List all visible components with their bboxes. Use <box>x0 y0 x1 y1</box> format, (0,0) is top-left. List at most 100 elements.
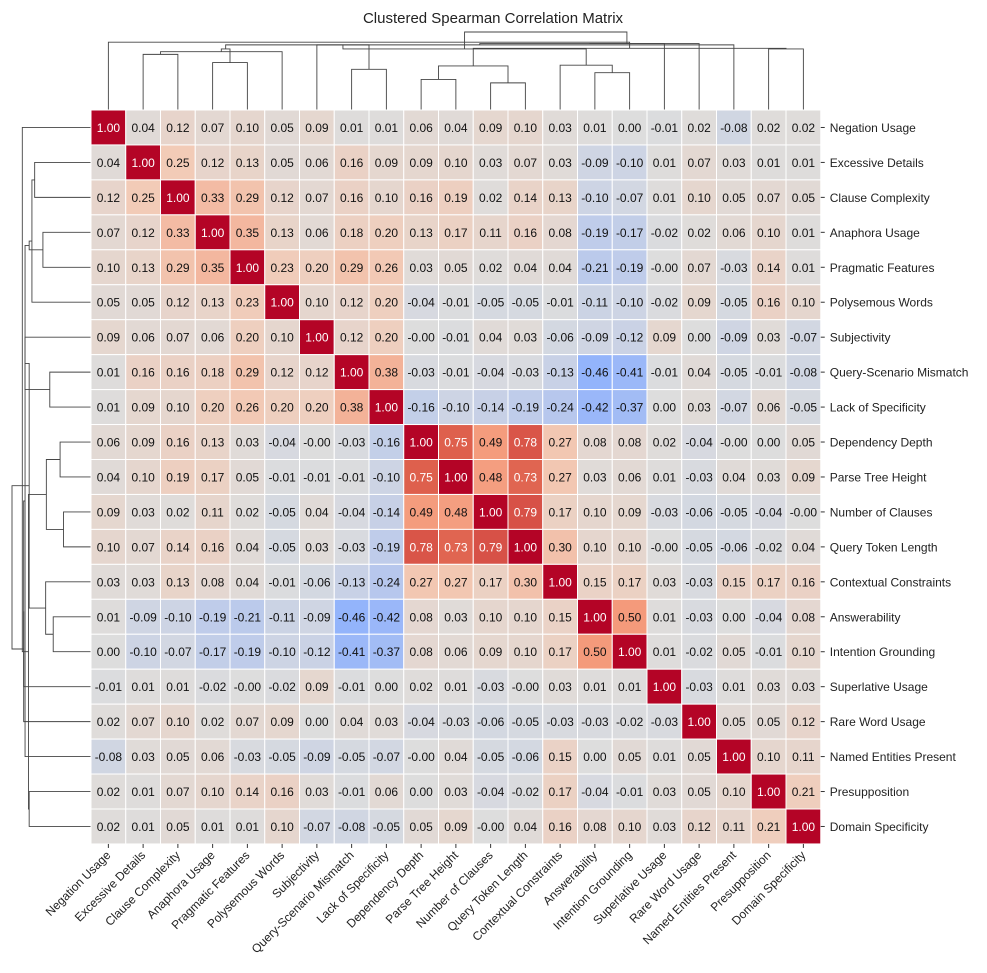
cell-value: 0.01 <box>97 610 121 624</box>
dendrogram-link <box>438 65 509 83</box>
cell-value: 0.10 <box>618 540 642 554</box>
cell-value: 0.15 <box>548 750 572 764</box>
heatmap-cell <box>264 738 300 775</box>
cell-value: 0.09 <box>97 331 121 345</box>
heatmap-cell <box>229 319 266 356</box>
heatmap-cell <box>542 319 578 356</box>
cell-value: 0.10 <box>375 191 399 205</box>
heatmap-cell <box>160 528 196 565</box>
heatmap-cell <box>229 598 266 635</box>
heatmap-cell <box>368 528 405 565</box>
cell-value: 0.09 <box>444 820 468 834</box>
heatmap-cell <box>368 703 405 740</box>
cell-value: -0.05 <box>790 401 818 415</box>
cell-value: 0.04 <box>548 261 572 275</box>
cell-value: 0.17 <box>618 575 642 589</box>
heatmap-cell <box>750 808 787 845</box>
heatmap-cell <box>90 319 127 356</box>
heatmap-cell <box>716 319 752 356</box>
row-label: Pragmatic Features <box>830 261 935 275</box>
cell-value: 0.03 <box>131 750 155 764</box>
cell-value: -0.05 <box>685 540 713 554</box>
cell-value: 0.03 <box>131 575 155 589</box>
cell-value: 0.12 <box>340 296 364 310</box>
heatmap-cell <box>299 284 335 321</box>
cell-value: 0.01 <box>583 680 607 694</box>
heatmap-cell <box>90 563 127 600</box>
cell-value: 0.03 <box>548 680 572 694</box>
cell-value: 0.13 <box>131 261 155 275</box>
heatmap-cell <box>611 319 648 356</box>
heatmap-cell <box>716 424 752 460</box>
dendrogram-link <box>63 511 91 548</box>
heatmap-cell <box>472 389 509 426</box>
cell-value: 0.05 <box>236 470 260 484</box>
cell-value: 0.12 <box>270 366 294 380</box>
cell-value: 0.09 <box>270 715 294 729</box>
heatmap-cell <box>611 493 648 530</box>
heatmap-cell <box>160 598 196 635</box>
dendrogram-link <box>559 64 613 110</box>
heatmap-cell <box>577 179 613 216</box>
cell-value: 0.14 <box>236 785 260 799</box>
cell-value: 0.10 <box>722 785 746 799</box>
cell-value: 0.01 <box>722 680 746 694</box>
cell-value: 0.03 <box>757 470 781 484</box>
cell-value: 1.00 <box>305 331 329 345</box>
cell-value: 0.27 <box>409 575 433 589</box>
cell-value: -0.03 <box>512 366 540 380</box>
heatmap-cell <box>611 668 648 705</box>
cell-value: 0.11 <box>723 820 746 834</box>
heatmap-cell <box>785 808 822 845</box>
cell-value: 0.20 <box>201 401 225 415</box>
heatmap-cell <box>577 459 613 495</box>
cell-value: -0.00 <box>651 261 679 275</box>
heatmap-cell <box>646 528 683 565</box>
cell-value: 0.16 <box>270 785 294 799</box>
cell-value: 0.20 <box>375 226 399 240</box>
heatmap-cell <box>542 354 578 391</box>
cell-value: 0.04 <box>687 366 711 380</box>
cell-value: -0.01 <box>442 366 470 380</box>
cell-value: 0.78 <box>514 436 538 450</box>
row-label: Query-Scenario Mismatch <box>830 366 969 380</box>
cell-value: 1.00 <box>236 261 260 275</box>
heatmap-cell <box>125 354 161 391</box>
cell-value: 0.75 <box>444 436 468 450</box>
cell-value: 0.09 <box>305 121 329 135</box>
cell-value: 0.20 <box>375 331 399 345</box>
cell-value: 0.48 <box>479 470 503 484</box>
cell-value: 0.04 <box>97 470 121 484</box>
cell-value: 0.10 <box>514 610 538 624</box>
cell-value: 1.00 <box>131 156 155 170</box>
cell-value: -0.11 <box>582 296 609 310</box>
row-label: Clause Complexity <box>830 191 930 205</box>
cell-value: 0.17 <box>479 575 503 589</box>
cell-value: 0.50 <box>618 610 642 624</box>
cell-value: 0.03 <box>653 575 677 589</box>
cell-value: 0.00 <box>722 610 746 624</box>
cell-value: -0.11 <box>269 610 296 624</box>
cell-value: -0.03 <box>720 261 748 275</box>
cell-value: -0.01 <box>338 470 366 484</box>
cell-value: 0.04 <box>792 540 816 554</box>
cell-value: 0.05 <box>722 645 746 659</box>
heatmap-cell <box>229 389 266 426</box>
cell-value: -0.10 <box>373 470 401 484</box>
cell-value: -0.05 <box>338 750 366 764</box>
cell-value: 0.05 <box>792 436 816 450</box>
heatmap-cell <box>160 319 196 356</box>
cell-value: -0.03 <box>685 470 713 484</box>
heatmap-cell <box>264 389 300 426</box>
cell-value: 0.17 <box>548 645 572 659</box>
cell-value: 0.18 <box>340 226 364 240</box>
cell-value: -0.05 <box>268 505 296 519</box>
cell-value: -0.10 <box>616 156 644 170</box>
cell-value: 0.04 <box>236 575 260 589</box>
cell-value: 0.03 <box>757 331 781 345</box>
heatmap-cell <box>542 703 578 740</box>
heatmap-cell <box>542 389 578 426</box>
cell-value: 0.05 <box>409 820 433 834</box>
cell-value: 0.79 <box>479 540 503 554</box>
cell-value: 0.10 <box>583 540 607 554</box>
